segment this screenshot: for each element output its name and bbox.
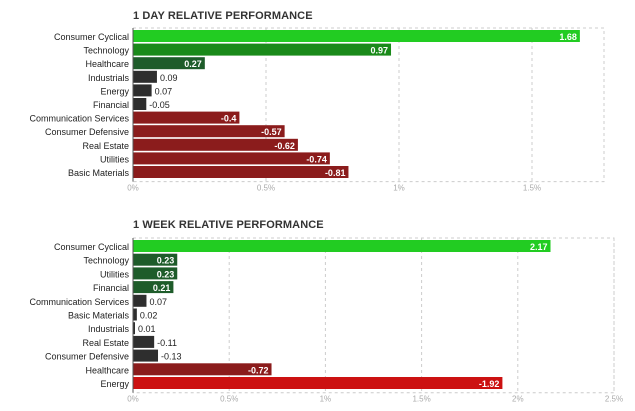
week-tick-label: 1% [320,395,332,404]
week-value-label: 0.23 [157,256,175,266]
week-bar [133,308,137,321]
week-category-label: Consumer Cyclical [54,242,129,252]
day-category-label: Financial [93,100,129,110]
day-value-label: 1.68 [559,32,577,42]
day-tick-label: 0.5% [257,184,275,193]
week-plot-frame [133,237,615,394]
week-value-label: -0.72 [248,365,269,375]
week-tick-label: 2% [512,395,524,404]
day-bar [133,84,152,97]
week-value-label: -1.92 [479,379,500,389]
day-bar [133,70,157,83]
week-bar [133,349,159,362]
day-bar [133,125,285,138]
week-bar [133,240,551,252]
day-tick-label: 0% [127,184,139,193]
week-tick-label: 0% [127,395,139,404]
day-bar [133,98,147,110]
day-bar [133,43,392,56]
day-category-label: Real Estate [82,141,129,151]
day-bar [133,57,205,70]
day-category-label: Communication Services [29,114,129,124]
day-category-label: Consumer Cyclical [54,32,129,42]
day-bar [133,152,330,165]
week-tick-label: 0.5% [220,395,238,404]
day-tick-label: 1% [393,184,405,193]
day-value-label: 0.09 [160,73,178,83]
week-bar [133,335,155,348]
day-bar [133,166,349,178]
week-value-label: 0.21 [153,283,171,293]
day-plot-frame [133,27,605,183]
day-category-label: Basic Materials [68,168,130,178]
week-bar [133,253,178,266]
day-category-label: Consumer Defensive [45,127,129,137]
week-bar [133,322,135,335]
week-value-label: -0.13 [161,352,182,362]
day-category-label: Energy [100,86,129,96]
week-category-label: Healthcare [85,365,129,375]
day-category-label: Utilities [100,154,130,164]
week-bar [133,377,503,389]
week-category-label: Industrials [88,324,130,334]
day-value-label: 0.97 [370,46,388,56]
week-bar [133,363,272,376]
day-value-label: 0.27 [184,59,202,69]
week-tick-label: 1.5% [412,395,430,404]
week-value-label: 0.07 [149,297,167,307]
week-category-label: Consumer Defensive [45,352,129,362]
week-value-label: -0.11 [157,338,177,348]
week-category-label: Communication Services [29,297,129,307]
week-category-label: Technology [83,256,129,266]
week-category-label: Financial [93,283,129,293]
week-chart-title: 1 WEEK RELATIVE PERFORMANCE [133,219,324,231]
week-category-label: Real Estate [82,338,129,348]
day-value-label: -0.74 [306,154,327,164]
day-category-label: Technology [83,46,129,56]
week-value-label: 0.01 [138,324,156,334]
day-bar [133,138,298,151]
week-category-label: Utilities [100,269,130,279]
week-bar [133,294,147,307]
day-value-label: -0.81 [325,168,346,178]
week-value-label: 0.23 [157,269,175,279]
day-bar [133,30,580,42]
day-category-label: Industrials [88,73,130,83]
day-value-label: -0.62 [274,141,295,151]
week-performance-chart: Consumer Cyclical 2.17 Technology 0.23 Utili… [29,237,623,404]
day-value-label: -0.05 [149,100,170,110]
day-bar [133,111,240,124]
day-value-label: 0.07 [155,86,173,96]
week-category-label: Basic Materials [68,311,130,321]
week-value-label: 2.17 [530,242,548,252]
day-chart-title: 1 DAY RELATIVE PERFORMANCE [133,10,313,22]
day-tick-label: 1.5% [523,184,541,193]
week-bar [133,267,178,280]
week-value-label: 0.02 [140,311,158,321]
week-bar [133,281,174,294]
day-performance-chart: Consumer Cyclical 1.68 Technology 0.97 Healt… [29,27,605,193]
day-value-label: -0.57 [261,127,282,137]
week-tick-label: 2.5% [605,395,623,404]
day-value-label: -0.4 [221,114,237,124]
day-category-label: Healthcare [85,59,129,69]
week-category-label: Energy [100,379,129,389]
